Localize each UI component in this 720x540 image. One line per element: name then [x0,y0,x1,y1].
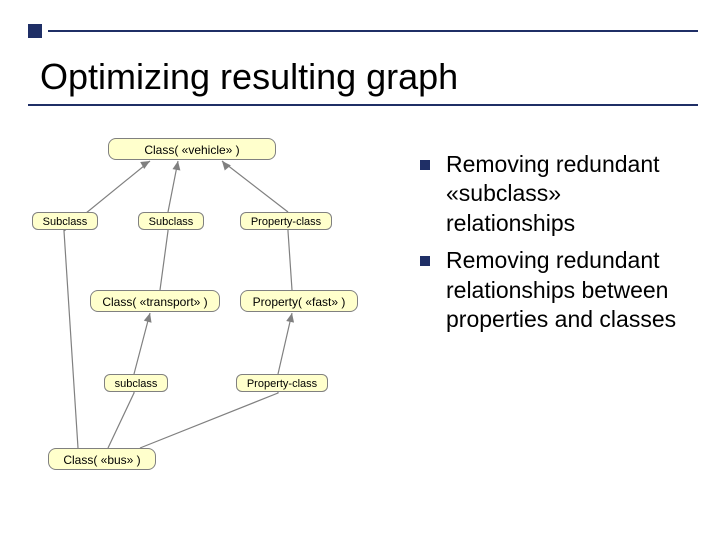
bullet-item: Removing redundant relationships between… [420,246,696,334]
graph-node: Class( «transport» ) [90,290,220,312]
edge-label: Subclass [138,212,204,230]
accent-square [28,24,42,38]
graph-node: Property( «fast» ) [240,290,358,312]
bullet-marker-icon [420,256,430,266]
graph-diagram: Class( «vehicle» ) Class( «transport» ) Pr… [0,120,410,520]
edge-label: Subclass [32,212,98,230]
bullet-text: Removing redundant relationships between… [446,246,696,334]
top-rule [48,30,698,32]
edge-label: Property-class [236,374,328,392]
bullet-text: Removing redundant «subclass» relationsh… [446,150,696,238]
graph-node: Class( «vehicle» ) [108,138,276,160]
graph-node: Class( «bus» ) [48,448,156,470]
bullet-marker-icon [420,160,430,170]
edge-label: Property-class [240,212,332,230]
edge-label: subclass [104,374,168,392]
bullet-item: Removing redundant «subclass» relationsh… [420,150,696,238]
bullet-list: Removing redundant «subclass» relationsh… [420,150,696,343]
title-rule [28,104,698,106]
slide-title: Optimizing resulting graph [40,56,458,98]
